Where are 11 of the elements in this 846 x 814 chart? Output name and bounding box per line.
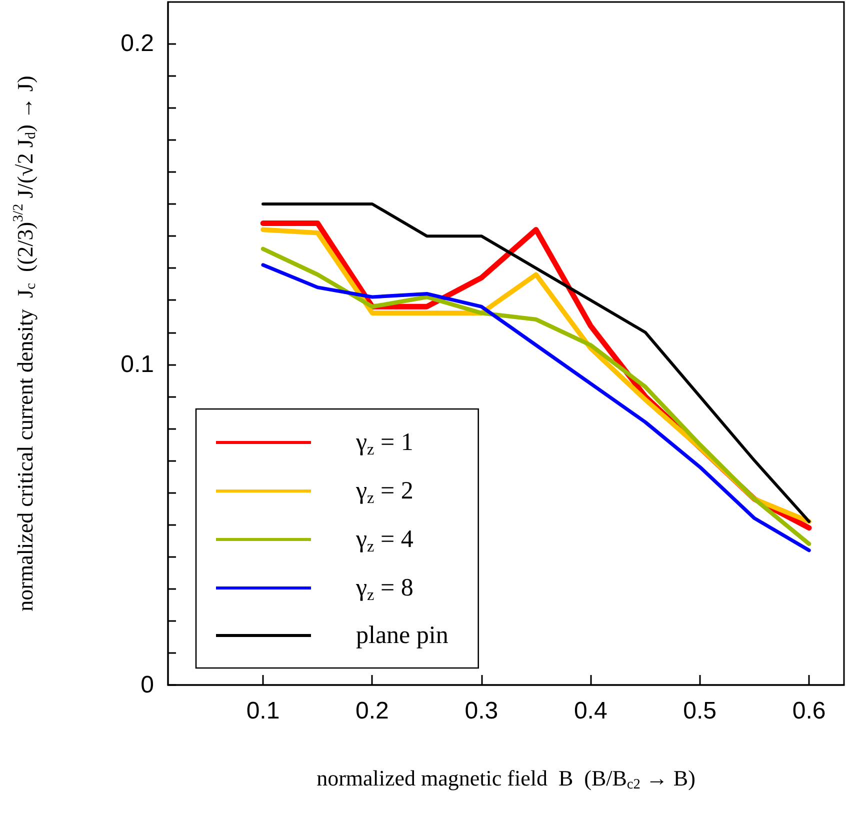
y-axis-title: normalized critical current density Jc ((2/3)3/2 J/(√2 Jd) → J): [10, 76, 39, 612]
x-tick-label: 0.5: [683, 698, 717, 724]
x-tick-label: 0.2: [356, 698, 389, 724]
y-tick-label: 0.1: [120, 350, 154, 378]
x-tick-label: 0.1: [246, 698, 280, 724]
x-tick-label: 0.6: [792, 698, 826, 724]
legend-label: plane pin: [356, 622, 449, 649]
x-tick-label: 0.3: [464, 698, 498, 724]
y-tick-label: 0.2: [120, 30, 154, 58]
x-tick-label: 0.4: [574, 698, 608, 724]
y-tick-label: 0: [140, 672, 154, 698]
